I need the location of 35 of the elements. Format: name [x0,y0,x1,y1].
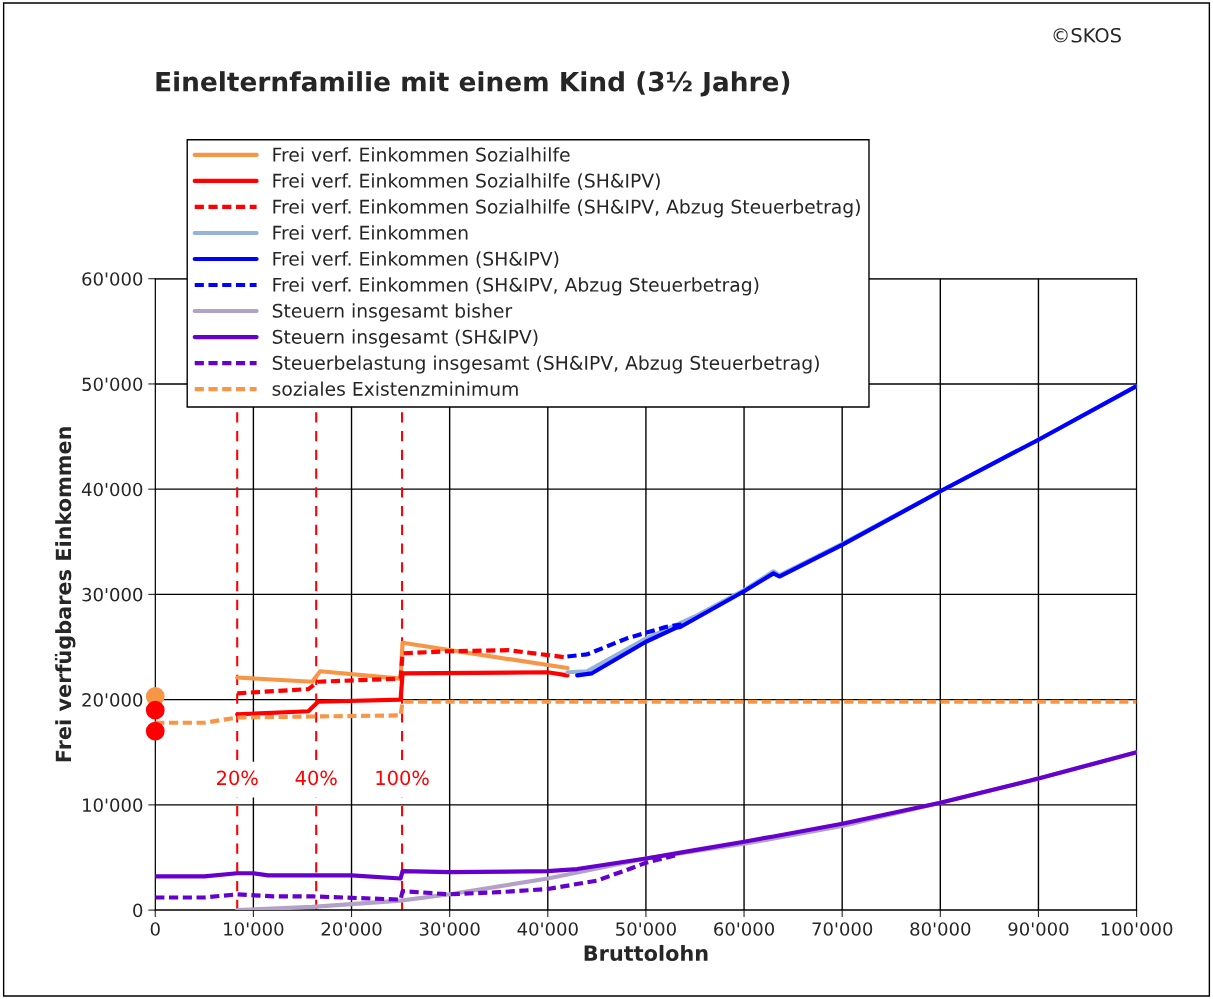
chart-title: Einelternfamilie mit einem Kind (3½ Jahre) [156,71,790,97]
x-axis-title: Bruttolohn [584,944,708,962]
legend-label: Frei verf. Einkommen (SH&IPV) [273,251,559,269]
legend-label: Frei verf. Einkommen (SH&IPV, Abzug Steuerbetrag) [273,277,759,296]
x-tick-label: 30'000 [419,922,480,936]
text: ©SKOS [1053,27,1121,43]
x-tick-label: 100'000 [1101,922,1173,936]
y-tick-label: 10'000 [83,798,143,812]
x-tick-label: 10'000 [224,922,284,936]
annotation: 100% [376,770,429,786]
y-tick-label: 20'000 [82,693,143,707]
y-tick-label: 30'000 [82,587,143,602]
legend-label: Steuerbelastung insgesamt (SH&IPV, Abzug Steuerbetrag) [272,355,819,374]
y-tick-label: 60'000 [82,272,143,286]
x-tick-label: 60'000 [714,922,775,936]
x-tick-label: 50'000 [616,922,676,936]
y-tick-label: 40'000 [81,482,143,497]
x-tick-label: 40'000 [517,922,578,936]
x-tick-label: 70'000 [812,922,873,936]
legend-label: soziales Existenzminimum [272,381,518,396]
legend-label: Steuern insgesamt bisher [272,303,513,322]
legend-label: Steuern insgesamt (SH&IPV) [272,329,538,348]
x-tick-label: 0 [150,922,160,936]
annotation: 40% [295,770,337,786]
x-tick-label: 20'000 [321,922,382,936]
x-tick-label: 90'000 [1008,922,1069,936]
x-tick-label: 80'000 [910,922,971,936]
y-tick-label: 0 [133,903,143,918]
annotation: 20% [217,770,258,786]
y-axis-title: Frei verfügbares Einkommen [54,427,76,762]
legend-label: Frei verf. Einkommen Sozialhilfe (SH&IPV, Abzug Steuerbetrag) [273,199,860,218]
y-tick-label: 50'000 [82,377,143,392]
legend-label: Frei verf. Einkommen Sozialhilfe [273,147,570,162]
legend-label: Frei verf. Einkommen [273,225,468,240]
legend-label: Frei verf. Einkommen Sozialhilfe (SH&IPV) [273,173,660,190]
